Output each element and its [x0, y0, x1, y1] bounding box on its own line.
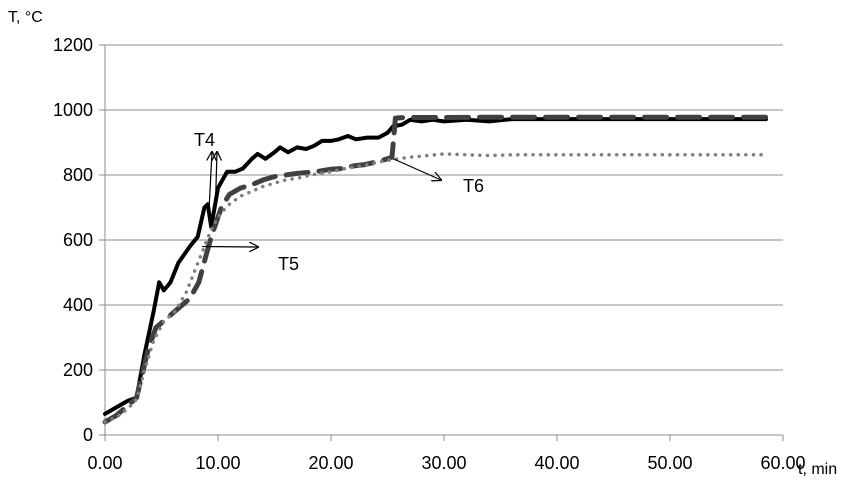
y-tick-label: 1000 — [53, 100, 93, 120]
x-tick-label: 50.00 — [647, 453, 692, 473]
axes — [99, 44, 784, 441]
y-tick-label: 200 — [63, 360, 93, 380]
annotation-label-t6: T6 — [463, 176, 484, 196]
series-line-t6 — [103, 152, 768, 424]
series-line-t5 — [102, 114, 769, 425]
x-tick-label: 0.00 — [87, 453, 122, 473]
annotation-label-t4: T4 — [194, 130, 215, 150]
annotation-arrow — [202, 247, 258, 248]
gridlines — [105, 44, 783, 371]
y-tick-label: 600 — [63, 230, 93, 250]
x-tick-label: 20.00 — [308, 453, 353, 473]
y-tick-label: 800 — [63, 165, 93, 185]
annotations: T4 T5 T6 — [194, 130, 484, 274]
y-axis-title: T, °C — [8, 9, 43, 26]
annotation-label-t5: T5 — [278, 254, 299, 274]
x-tick-label: 60.00 — [760, 453, 805, 473]
series-line-t4 — [103, 117, 768, 416]
y-tick-label: 0 — [83, 425, 93, 445]
series-lines — [102, 114, 769, 425]
tick-labels: 0 200 400 600 800 1000 1200 0.00 10.00 20.00 30.00… — [53, 35, 806, 473]
annotation-arrow — [216, 152, 217, 195]
annotation-arrow — [209, 152, 212, 211]
x-tick-label: 40.00 — [534, 453, 579, 473]
x-tick-label: 30.00 — [421, 453, 466, 473]
y-tick-label: 400 — [63, 295, 93, 315]
annotation-arrow — [392, 158, 441, 180]
x-axis-title: t, min — [798, 461, 837, 478]
x-tick-label: 10.00 — [195, 453, 240, 473]
y-tick-label: 1200 — [53, 35, 93, 55]
